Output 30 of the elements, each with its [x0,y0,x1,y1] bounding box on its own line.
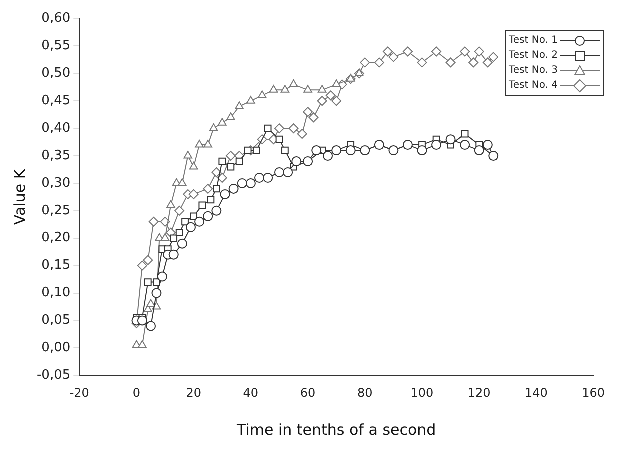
legend-label: Test No. 4 [508,79,558,93]
x-tick-label: 80 [358,386,373,400]
x-tick-label: 100 [410,386,434,400]
legend-label: Test No. 1 [508,34,558,48]
y-tick-label: 0,25 [42,203,71,218]
y-tick-label: 0,35 [42,148,71,164]
y-tick-label: 0,30 [42,176,71,191]
x-tick-label: 20 [186,386,202,400]
y-axis-title: Value K [10,168,29,226]
x-axis-title: Time in tenths of a second [236,420,436,439]
y-tick-label: 0,50 [42,66,71,82]
y-tick-label: 0,55 [42,38,71,54]
y-tick-label: 0,20 [42,230,71,246]
x-tick-label: 160 [582,386,605,400]
y-tick-label: 0,00 [42,340,71,356]
y-tick-label: 0,60 [42,11,71,26]
x-tick-label: 140 [524,386,548,400]
legend-label: Test No. 2 [508,49,558,63]
x-tick-label: 120 [468,386,491,400]
y-tick-label: 0,15 [42,258,71,274]
x-tick-label: 40 [243,386,259,400]
y-tick-label: -0,05 [36,368,71,383]
x-tick-label: 60 [300,386,316,400]
x-tick-label: -20 [70,386,90,400]
legend-label: Test No. 3 [508,64,558,78]
y-tick-label: 0,05 [42,313,71,328]
y-tick-label: 0,45 [42,94,71,109]
y-tick-label: 0,10 [42,286,71,301]
y-tick-label: 0,40 [42,120,71,136]
x-tick-label: 0 [132,386,141,400]
